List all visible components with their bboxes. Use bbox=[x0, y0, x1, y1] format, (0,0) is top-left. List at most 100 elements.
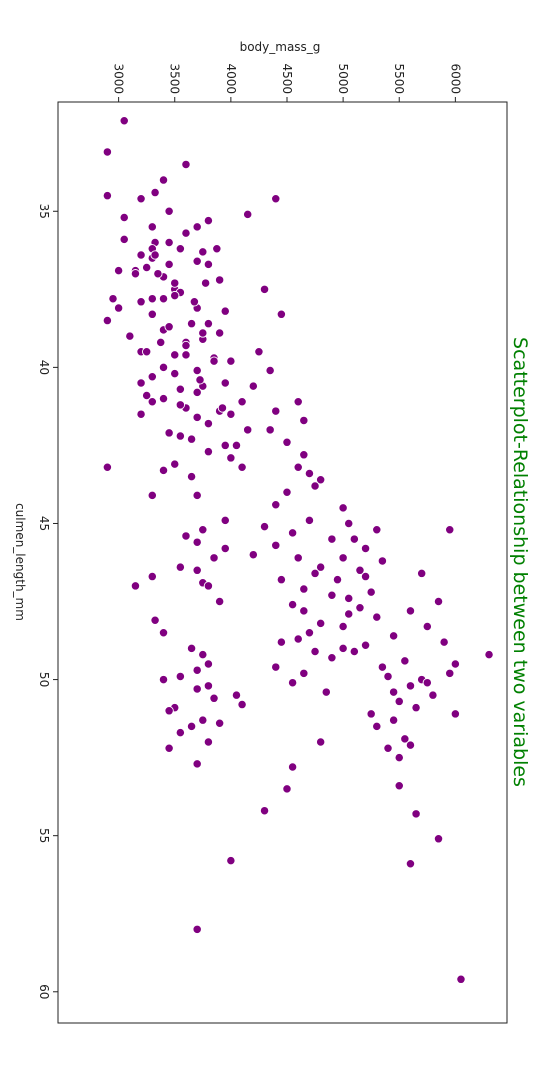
data-point bbox=[175, 244, 186, 254]
data-point bbox=[203, 418, 214, 429]
data-point bbox=[147, 294, 157, 304]
data-point bbox=[276, 309, 287, 319]
data-point bbox=[186, 434, 197, 444]
data-point bbox=[231, 690, 242, 700]
data-point bbox=[299, 606, 309, 616]
data-point bbox=[377, 662, 388, 672]
data-point bbox=[377, 556, 388, 566]
data-point bbox=[175, 400, 186, 410]
data-point bbox=[310, 481, 320, 491]
data-point bbox=[400, 734, 410, 744]
data-point bbox=[214, 718, 225, 728]
data-point bbox=[293, 397, 303, 407]
data-point bbox=[170, 278, 180, 288]
data-point bbox=[170, 290, 180, 301]
data-point bbox=[119, 116, 129, 126]
data-point bbox=[186, 643, 197, 654]
data-point bbox=[150, 187, 160, 198]
data-point bbox=[226, 356, 236, 366]
y-tick-label: 6000 bbox=[448, 63, 462, 94]
data-points bbox=[102, 116, 494, 984]
data-point bbox=[175, 671, 186, 682]
data-point bbox=[276, 637, 287, 647]
data-point bbox=[130, 581, 141, 591]
data-point bbox=[360, 543, 371, 554]
data-point bbox=[156, 337, 166, 348]
data-point bbox=[293, 634, 303, 644]
data-point bbox=[287, 528, 298, 538]
data-point bbox=[316, 618, 326, 629]
y-tick-label: 5500 bbox=[392, 63, 406, 94]
data-point bbox=[355, 565, 365, 575]
data-point bbox=[198, 525, 208, 535]
data-point bbox=[203, 681, 214, 691]
data-point bbox=[192, 759, 202, 769]
data-point bbox=[383, 671, 393, 682]
data-point bbox=[355, 603, 365, 613]
data-point bbox=[243, 209, 253, 220]
data-point bbox=[344, 593, 354, 604]
data-point bbox=[214, 596, 225, 607]
data-point bbox=[192, 365, 202, 376]
data-point bbox=[209, 356, 219, 366]
data-point bbox=[304, 515, 315, 526]
data-point bbox=[203, 659, 214, 669]
data-point bbox=[388, 715, 399, 725]
data-point bbox=[428, 690, 438, 700]
y-tick-label: 5000 bbox=[336, 63, 350, 94]
data-point bbox=[439, 637, 449, 647]
data-point bbox=[170, 459, 180, 469]
data-point bbox=[282, 784, 292, 794]
data-point bbox=[259, 521, 270, 532]
data-point bbox=[321, 687, 331, 697]
data-point bbox=[271, 406, 281, 416]
data-point bbox=[203, 581, 214, 591]
data-point bbox=[243, 425, 253, 435]
data-point bbox=[147, 571, 157, 582]
data-point bbox=[102, 315, 113, 326]
data-point bbox=[338, 621, 348, 632]
data-point bbox=[158, 362, 169, 373]
data-point bbox=[327, 590, 337, 600]
data-point bbox=[192, 222, 202, 232]
data-point bbox=[265, 365, 275, 376]
y-tick-label: 3000 bbox=[112, 63, 126, 94]
data-point bbox=[203, 447, 214, 457]
data-point bbox=[147, 397, 157, 407]
data-point bbox=[150, 615, 160, 625]
data-point bbox=[119, 234, 129, 245]
data-point bbox=[327, 534, 337, 544]
data-point bbox=[198, 328, 208, 338]
x-axis-label: culmen_length_mm bbox=[13, 503, 27, 621]
chart-title: Scatterplot-Relationship between two var… bbox=[509, 337, 531, 787]
data-point bbox=[237, 462, 247, 472]
data-point bbox=[147, 309, 157, 319]
data-point bbox=[237, 699, 247, 710]
data-point bbox=[220, 440, 230, 451]
data-point bbox=[344, 609, 354, 619]
data-point bbox=[433, 596, 444, 607]
data-point bbox=[394, 752, 404, 763]
data-point bbox=[271, 194, 281, 204]
data-point bbox=[338, 643, 348, 654]
data-point bbox=[200, 278, 211, 288]
data-point bbox=[220, 515, 230, 526]
data-point bbox=[304, 468, 315, 479]
data-point bbox=[203, 737, 214, 747]
data-point bbox=[299, 584, 309, 594]
data-point bbox=[214, 275, 225, 285]
data-point bbox=[271, 662, 281, 672]
y-axis: body_mass_g 3000 3500 4000 4500 5000 5500 6000 bbox=[112, 40, 462, 102]
data-point bbox=[195, 375, 205, 385]
data-point bbox=[209, 693, 219, 703]
data-point bbox=[299, 668, 309, 678]
data-point bbox=[456, 974, 466, 984]
data-point bbox=[147, 490, 157, 501]
data-point bbox=[192, 665, 202, 675]
data-point bbox=[192, 924, 202, 934]
data-point bbox=[310, 646, 320, 657]
data-point bbox=[136, 378, 146, 388]
y-tick-label: 4500 bbox=[280, 63, 294, 94]
data-point bbox=[203, 215, 214, 226]
